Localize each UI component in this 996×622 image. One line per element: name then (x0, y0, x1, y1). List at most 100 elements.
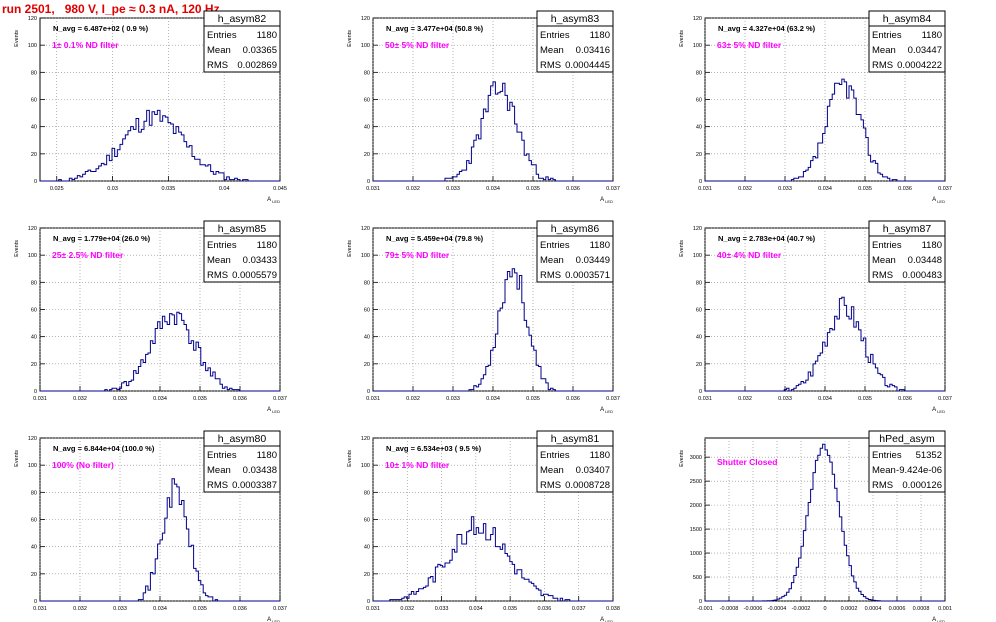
y-tick-label: 120 (361, 436, 370, 442)
histogram-panel-h_asym83: 0.031 0.032 0.033 0.034 0.035 0.036 0.037 0 20 40… (347, 10, 620, 204)
y-tick-label: 60 (696, 98, 702, 104)
stats-label: RMS (540, 60, 561, 71)
stats-label: Entries (872, 30, 902, 41)
x-tick-label: -0.001 (697, 606, 713, 612)
y-tick-label: 60 (364, 518, 370, 524)
y-tick-label: 40 (696, 335, 702, 341)
x-tick-label: 0.025 (50, 186, 64, 192)
y-tick-label: 0 (367, 599, 370, 605)
y-tick-label: 60 (31, 308, 37, 314)
y-tick-label: 120 (361, 16, 370, 22)
histogram-panel-hPed_asym: -0.001 -0.0008 -0.0006 -0.0004 -0.0002 0 0.000… (679, 430, 952, 622)
stats-label: Entries (872, 450, 902, 461)
x-tick-label: 0.036 (538, 606, 552, 612)
y-tick-label: 20 (696, 152, 702, 158)
stats-value: 1180 (922, 30, 942, 41)
x-tick-label: 0.037 (938, 186, 952, 192)
stats-value: 0.03433 (243, 255, 277, 266)
x-tick-label: 0.031 (698, 396, 712, 402)
stats-label: Mean (872, 255, 896, 266)
stats-value: 1180 (590, 30, 610, 41)
histogram-line (373, 81, 613, 182)
y-tick-label: 1500 (690, 527, 702, 533)
stats-title: h_asym83 (551, 13, 600, 25)
stats-box (203, 445, 281, 493)
stats-value: 1180 (257, 30, 277, 41)
x-tick-label: 0.034 (153, 606, 167, 612)
x-tick-label: 0.034 (486, 186, 500, 192)
y-axis-title: Events (14, 30, 20, 47)
y-tick-label: 120 (361, 226, 370, 232)
x-tick-label: 0.036 (898, 396, 912, 402)
stats-value: 0.0008728 (565, 480, 610, 491)
x-axis-title: A LED (932, 617, 945, 622)
histogram-panel-h_asym87: 0.031 0.032 0.033 0.034 0.035 0.036 0.037 0 20 40… (679, 220, 952, 414)
x-tick-label: 0.037 (938, 396, 952, 402)
filter-label: 40± 4% ND filter (717, 250, 782, 260)
stats-title: h_asym85 (218, 223, 267, 235)
y-tick-label: 120 (28, 16, 37, 22)
x-tick-label: 0.033 (778, 396, 792, 402)
y-tick-label: 60 (696, 308, 702, 314)
x-tick-label: 0.036 (233, 396, 247, 402)
x-axis-title: A LED (932, 197, 945, 204)
y-axis-title: Events (14, 240, 20, 257)
x-tick-label: 0.036 (898, 186, 912, 192)
x-axis-title: A LED (600, 407, 613, 414)
navg-label: N_avg = 3.477e+04 (50.8 %) (386, 24, 484, 33)
y-tick-label: 100 (693, 253, 702, 259)
stats-label: RMS (207, 60, 228, 71)
y-tick-label: 120 (693, 16, 702, 22)
y-tick-label: 20 (696, 362, 702, 368)
histogram-line (40, 109, 280, 182)
y-tick-label: 120 (28, 436, 37, 442)
y-tick-label: 3000 (690, 455, 702, 461)
navg-label: N_avg = 4.327e+04 (63.2 %) (718, 24, 816, 33)
stats-value: 0.03407 (576, 465, 610, 476)
x-axis-title: A LED (267, 617, 280, 622)
x-tick-label: 0.035 (193, 396, 207, 402)
stats-label: Mean (872, 45, 896, 56)
x-tick-label: 0.032 (738, 396, 752, 402)
x-tick-label: 0.035 (858, 396, 872, 402)
y-tick-label: 100 (28, 463, 37, 469)
x-tick-label: -0.0004 (768, 606, 787, 612)
y-tick-label: 80 (364, 280, 370, 286)
y-tick-label: 100 (693, 43, 702, 49)
stats-label: Entries (540, 450, 570, 461)
stats-label: Mean (872, 465, 896, 476)
y-tick-label: 40 (364, 125, 370, 131)
stats-label: Mean (207, 255, 231, 266)
stats-box (868, 445, 946, 493)
y-tick-label: 120 (28, 226, 37, 232)
filter-label: 10± 1% ND filter (385, 460, 450, 470)
x-tick-label: 0 (823, 606, 826, 612)
x-tick-label: 0.031 (366, 186, 380, 192)
y-axis-title: Events (679, 450, 685, 467)
y-tick-label: 100 (361, 43, 370, 49)
y-tick-label: 60 (31, 98, 37, 104)
y-tick-label: 40 (31, 125, 37, 131)
filter-label: Shutter Closed (717, 457, 777, 467)
stats-title: hPed_asym (879, 433, 935, 445)
histogram-line (705, 296, 945, 392)
x-tick-label: 0.032 (738, 186, 752, 192)
x-tick-label: 0.0006 (889, 606, 906, 612)
y-axis-title: Events (679, 240, 685, 257)
stats-title: h_asym80 (218, 433, 267, 445)
y-tick-label: 0 (367, 179, 370, 185)
stats-label: Entries (540, 30, 570, 41)
x-tick-label: -0.0008 (720, 606, 739, 612)
y-tick-label: 100 (361, 253, 370, 259)
x-tick-label: 0.0004 (865, 606, 882, 612)
stats-label: Entries (540, 240, 570, 251)
stats-value: 0.0003571 (565, 270, 610, 281)
histogram-line (373, 516, 613, 602)
stats-value: 0.002869 (237, 60, 277, 71)
y-tick-label: 1000 (690, 551, 702, 557)
x-tick-label: 0.036 (566, 186, 580, 192)
navg-label: N_avg = 1.779e+04 (26.0 %) (53, 234, 151, 243)
x-tick-label: -0.0002 (792, 606, 811, 612)
stats-value: 0.03447 (908, 45, 942, 56)
x-tick-label: 0.037 (606, 396, 620, 402)
